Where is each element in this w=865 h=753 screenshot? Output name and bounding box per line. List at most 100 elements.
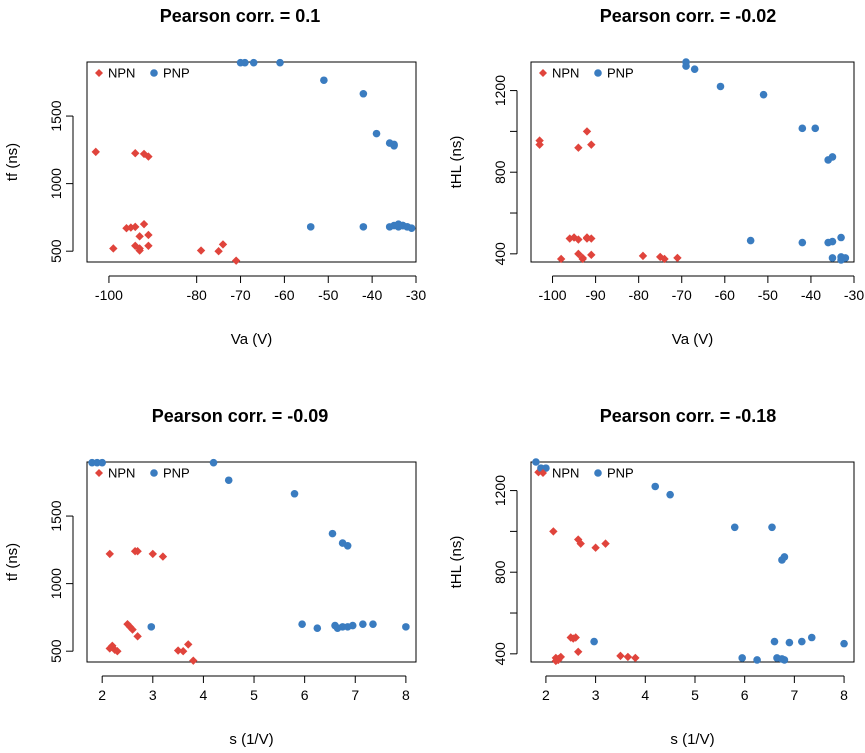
data-point-pnp xyxy=(690,65,699,73)
data-point-npn xyxy=(133,546,142,556)
data-point-npn xyxy=(574,235,583,244)
x-tick-label: -30 xyxy=(844,287,864,303)
data-point-pnp xyxy=(798,637,806,646)
data-point-pnp xyxy=(328,529,337,538)
chart-title: Pearson corr. = 0.1 xyxy=(160,6,321,26)
data-point-npn xyxy=(196,246,206,255)
chart-panel-2: Pearson corr. = -0.02 -100 -90 -80 -70 -60 -50… xyxy=(448,6,864,348)
data-point-pnp xyxy=(224,476,233,485)
y-tick-label: 800 xyxy=(492,560,508,584)
x-tick-label: -70 xyxy=(230,287,250,303)
data-point-pnp xyxy=(241,58,249,67)
y-tick-label: 1500 xyxy=(48,100,64,131)
x-tick-label: 8 xyxy=(402,687,410,703)
data-point-npn xyxy=(91,147,100,157)
data-point-pnp xyxy=(730,523,739,532)
legend-marker-pnp xyxy=(594,69,602,77)
data-point-npn xyxy=(128,625,137,634)
data-point-pnp xyxy=(798,238,807,247)
data-point-npn xyxy=(549,527,558,536)
x-tick-label: -80 xyxy=(629,287,649,303)
data-point-npn xyxy=(123,619,132,629)
data-point-pnp xyxy=(716,82,725,91)
data-point-pnp xyxy=(811,124,820,133)
data-point-pnp xyxy=(770,637,779,646)
data-point-npn xyxy=(571,633,580,642)
data-point-npn xyxy=(178,646,188,656)
data-point-pnp xyxy=(840,639,848,648)
data-point-pnp xyxy=(290,489,299,498)
y-axis-label: tf (ns) xyxy=(4,543,21,581)
data-point-pnp xyxy=(390,141,398,150)
data-point-npn xyxy=(109,244,118,253)
data-point-npn xyxy=(591,543,600,552)
data-point-pnp xyxy=(590,637,598,646)
data-point-npn xyxy=(673,253,682,263)
data-point-pnp xyxy=(407,224,416,233)
legend-label-npn: NPN xyxy=(552,66,579,81)
data-point-pnp xyxy=(313,624,322,633)
data-point-pnp xyxy=(348,621,357,630)
y-tick-label: 1200 xyxy=(492,475,508,506)
legend-marker-npn xyxy=(539,469,547,477)
y-axis-label: tHL (ns) xyxy=(448,536,465,589)
y-tick-label: 1500 xyxy=(48,500,64,531)
data-point-pnp xyxy=(209,458,218,467)
data-point-pnp xyxy=(369,620,377,628)
data-point-npn xyxy=(189,656,198,665)
chart-panel-4: Pearson corr. = -0.18 2 3 4 5 6 7 8 400 800 1200 s … xyxy=(448,406,855,748)
x-tick-label: -100 xyxy=(539,287,567,303)
x-tick-label: 2 xyxy=(542,687,550,703)
data-point-pnp xyxy=(807,633,816,642)
data-point-pnp xyxy=(759,90,768,99)
data-point-pnp xyxy=(276,58,284,67)
data-point-pnp xyxy=(828,153,837,161)
data-point-pnp xyxy=(837,233,845,242)
x-tick-label: 6 xyxy=(301,687,309,703)
y-axis-label: tHL (ns) xyxy=(448,136,465,189)
data-point-npn xyxy=(535,140,544,149)
data-point-npn xyxy=(601,539,610,548)
data-point-npn xyxy=(148,549,157,559)
data-point-npn xyxy=(231,256,241,265)
data-point-npn xyxy=(576,539,585,548)
data-point-pnp xyxy=(147,623,156,631)
x-axis-label: Va (V) xyxy=(231,331,272,348)
chart-title: Pearson corr. = -0.09 xyxy=(152,406,329,426)
data-point-pnp xyxy=(298,620,306,628)
data-point-npn xyxy=(131,241,140,250)
data-point-npn xyxy=(173,646,183,655)
x-tick-label: -80 xyxy=(187,287,207,303)
data-point-npn xyxy=(551,656,561,666)
data-point-pnp xyxy=(785,638,794,647)
plot-frame xyxy=(530,461,855,663)
data-point-pnp xyxy=(746,236,755,245)
y-tick-label: 800 xyxy=(492,160,508,184)
data-point-pnp xyxy=(532,458,540,466)
data-point-pnp xyxy=(828,254,837,262)
x-tick-label: -70 xyxy=(672,287,692,303)
data-point-npn xyxy=(574,647,583,656)
x-tick-label: 5 xyxy=(250,687,258,703)
chart-panel-1: Pearson corr. = 0.1 -100 -80 -70 -60 -50 -40 -3… xyxy=(4,6,426,348)
data-point-npn xyxy=(616,651,625,661)
legend-marker-npn xyxy=(95,69,103,77)
legend-label-pnp: PNP xyxy=(607,66,634,81)
legend-marker-pnp xyxy=(150,469,158,477)
x-tick-label: -90 xyxy=(585,287,605,303)
data-point-npn xyxy=(133,632,142,641)
data-point-npn xyxy=(131,222,140,232)
data-point-npn xyxy=(113,646,122,656)
data-point-npn xyxy=(144,241,153,250)
legend-marker-npn xyxy=(539,69,547,77)
x-tick-label: -50 xyxy=(758,287,778,303)
x-axis-label: Va (V) xyxy=(672,331,713,348)
data-point-npn xyxy=(587,234,596,243)
data-point-npn xyxy=(135,232,144,241)
data-point-pnp xyxy=(738,654,746,662)
legend-marker-npn xyxy=(95,469,103,477)
data-point-pnp xyxy=(359,620,367,628)
legend-label-npn: NPN xyxy=(108,466,135,481)
data-point-npn xyxy=(574,143,583,152)
